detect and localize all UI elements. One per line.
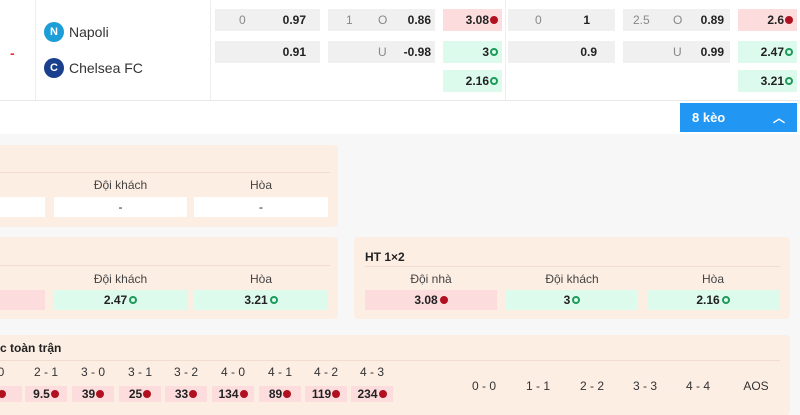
home-team[interactable]: N Napoli (44, 22, 109, 42)
match-status: - (10, 45, 15, 61)
chelsea-logo-icon: C (44, 58, 64, 78)
score-odds-box[interactable]: 25 (119, 386, 161, 402)
trend-up-icon (490, 77, 498, 85)
x12b-away[interactable]: 2.47 (738, 41, 797, 63)
over-cell[interactable]: 1 O 0.86 (328, 9, 435, 31)
over2-cell[interactable]: 2.5 O 0.89 (623, 9, 730, 31)
panel2-away-box[interactable]: 2.47 (54, 290, 187, 310)
score-label: 3 - 2 (173, 365, 198, 379)
under-cell[interactable]: U -0.98 (328, 41, 435, 63)
label-away: Đội khách (93, 178, 148, 192)
score-odds-value: 39 (81, 387, 96, 401)
score-odds-box[interactable] (0, 386, 22, 402)
ht-draw-box[interactable]: 2.16 (647, 290, 779, 310)
napoli-logo-icon: N (44, 22, 64, 42)
panel1-draw-box[interactable]: - (194, 197, 328, 217)
draw-score-label: AOS (743, 379, 769, 393)
under2-cell[interactable]: U 0.99 (623, 41, 730, 63)
score-label: 4 - 2 (313, 365, 338, 379)
x12b-home[interactable]: 2.6 (738, 9, 797, 31)
score-odds-value: 89 (268, 387, 283, 401)
panel2-home-box[interactable] (0, 290, 45, 310)
score-odds-value: 9.5 (33, 387, 50, 401)
trend-up-icon (269, 296, 278, 304)
more-odds-button[interactable]: 8 kèo ︿ (680, 103, 797, 132)
trend-up-icon (721, 296, 730, 304)
match-row: - N Napoli C Chelsea FC 0 0.97 0.91 1 O 0.8… (0, 0, 800, 101)
x12b-draw[interactable]: 3.21 (738, 70, 797, 92)
panel2-draw-box[interactable]: 3.21 (194, 290, 328, 310)
x12-away[interactable]: 3 (443, 41, 502, 63)
trend-down-icon (378, 390, 387, 398)
trend-up-icon (490, 48, 498, 56)
ht-home-box[interactable]: 3.08 (365, 290, 497, 310)
trend-down-icon (239, 390, 248, 398)
score-label: 4 - 1 (267, 365, 292, 379)
handicap-away[interactable]: 0.91 (215, 41, 320, 63)
score-odds-box[interactable]: 9.5 (25, 386, 67, 402)
panel1-away-box[interactable]: - (54, 197, 187, 217)
correct-score-title: c toàn trận (0, 341, 62, 355)
label-home: Đội nhà (410, 272, 452, 286)
score-odds-box[interactable]: 119 (305, 386, 347, 402)
label-draw: Hòa (249, 178, 272, 192)
trend-down-icon (439, 296, 448, 304)
away-team[interactable]: C Chelsea FC (44, 58, 143, 78)
ht-away-box[interactable]: 3 (506, 290, 638, 310)
label-draw: Hòa (701, 272, 724, 286)
more-bar (0, 101, 800, 134)
score-odds-box[interactable]: 39 (72, 386, 114, 402)
trend-up-icon (129, 296, 138, 304)
score-odds-box[interactable]: 134 (212, 386, 254, 402)
score-odds-box[interactable]: 33 (165, 386, 207, 402)
score-odds-value: 33 (174, 387, 189, 401)
trend-down-icon (50, 390, 59, 398)
score-label: 2 - 1 (33, 365, 58, 379)
score-label: 0 (0, 365, 5, 379)
score-odds-value: 134 (218, 387, 239, 401)
trend-down-icon (490, 16, 498, 24)
score-label: 3 - 0 (80, 365, 105, 379)
draw-score-label: 2 - 2 (579, 379, 604, 393)
trend-down-icon (0, 390, 6, 398)
trend-down-icon (283, 390, 292, 398)
x12-home[interactable]: 3.08 (443, 9, 502, 31)
trend-up-icon (785, 48, 793, 56)
handicap2-away[interactable]: 0.9 (508, 41, 615, 63)
score-odds-box[interactable]: 89 (259, 386, 301, 402)
score-odds-box[interactable]: 234 (351, 386, 393, 402)
ht-1x2-title: HT 1×2 (365, 250, 405, 264)
draw-score-label: 1 - 1 (525, 379, 550, 393)
trend-down-icon (332, 390, 341, 398)
draw-score-label: 0 - 0 (471, 379, 496, 393)
draw-score-label: 3 - 3 (632, 379, 657, 393)
score-odds-value: 234 (357, 387, 378, 401)
score-label: 4 - 3 (359, 365, 384, 379)
trend-down-icon (189, 390, 198, 398)
x12-draw[interactable]: 2.16 (443, 70, 502, 92)
handicap-home[interactable]: 0 0.97 (215, 9, 320, 31)
panel1-home-box[interactable] (0, 197, 45, 217)
trend-down-icon (143, 390, 152, 398)
draw-score-label: 4 - 4 (685, 379, 710, 393)
label-draw: Hòa (249, 272, 272, 286)
score-label: 4 - 0 (220, 365, 245, 379)
away-team-name: Chelsea FC (69, 60, 143, 76)
score-odds-value: 25 (128, 387, 143, 401)
trend-down-icon (785, 16, 793, 24)
trend-up-icon (572, 296, 581, 304)
score-odds-value: 119 (311, 387, 332, 401)
score-label: 3 - 1 (127, 365, 152, 379)
label-away: Đội khách (93, 272, 148, 286)
home-team-name: Napoli (69, 24, 109, 40)
label-away: Đội khách (545, 272, 599, 286)
trend-down-icon (96, 390, 105, 398)
trend-up-icon (785, 77, 793, 85)
chevron-up-icon: ︿ (772, 111, 785, 125)
